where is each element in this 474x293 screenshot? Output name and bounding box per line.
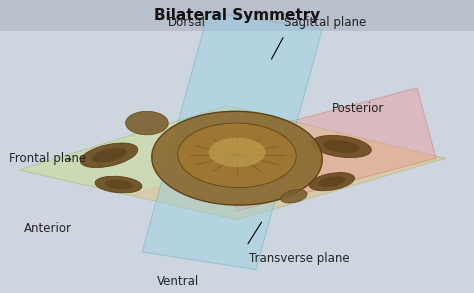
Ellipse shape	[309, 173, 355, 191]
Ellipse shape	[95, 176, 142, 193]
Ellipse shape	[323, 140, 359, 153]
Ellipse shape	[80, 143, 138, 168]
Ellipse shape	[178, 123, 296, 188]
Ellipse shape	[104, 180, 133, 190]
Polygon shape	[142, 12, 322, 270]
Ellipse shape	[209, 138, 265, 167]
Ellipse shape	[311, 135, 371, 158]
Text: Posterior: Posterior	[332, 102, 384, 115]
Ellipse shape	[318, 176, 346, 187]
Ellipse shape	[281, 190, 307, 203]
Text: Transverse plane: Transverse plane	[249, 252, 349, 265]
Text: Sagittal plane: Sagittal plane	[284, 16, 367, 29]
Text: Dorsal: Dorsal	[168, 16, 206, 29]
Polygon shape	[19, 105, 446, 220]
Text: Ventral: Ventral	[156, 275, 199, 288]
Text: Bilateral Symmetry: Bilateral Symmetry	[154, 8, 320, 23]
Polygon shape	[218, 88, 436, 211]
FancyBboxPatch shape	[0, 0, 474, 31]
Ellipse shape	[92, 148, 126, 163]
Polygon shape	[128, 132, 446, 220]
Ellipse shape	[152, 111, 322, 205]
Text: Anterior: Anterior	[24, 222, 72, 235]
Ellipse shape	[126, 111, 168, 135]
Text: Frontal plane: Frontal plane	[9, 152, 87, 165]
